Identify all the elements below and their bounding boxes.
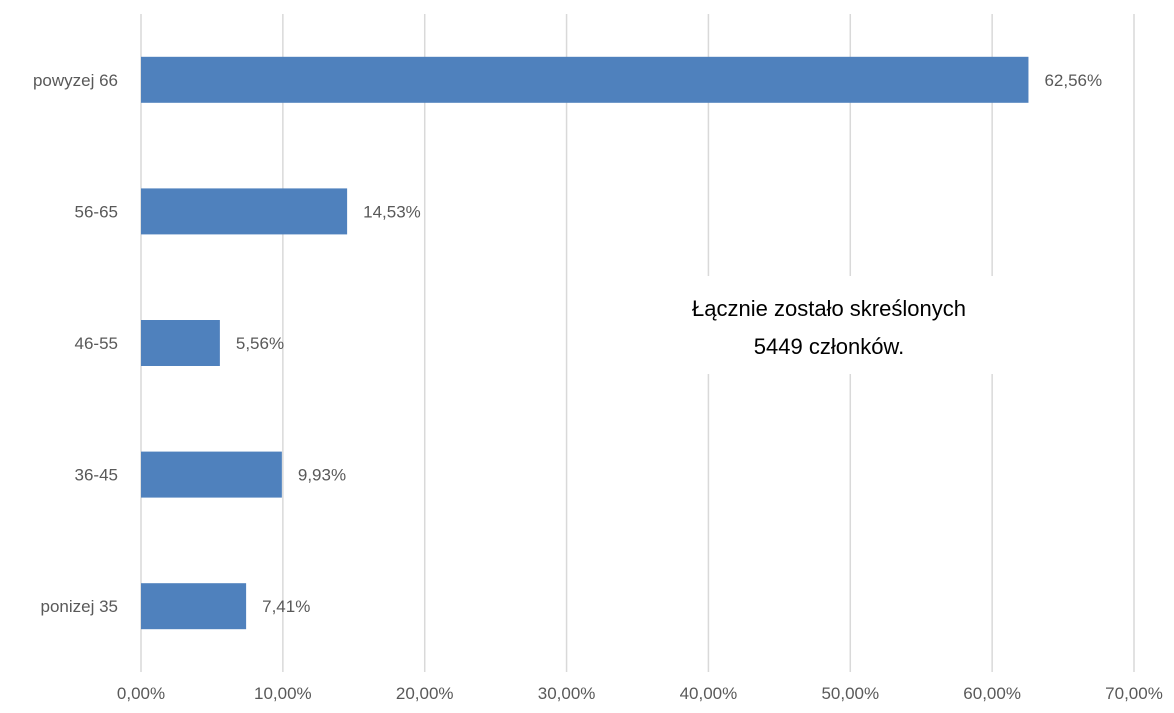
data-labels: 62,56% 14,53% 5,56% 9,93% 7,41%: [236, 71, 1102, 616]
x-tick-label: 60,00%: [963, 684, 1021, 703]
category-label: powyzej 66: [33, 71, 118, 90]
bar: [141, 56, 1029, 103]
category-label: 56-65: [75, 202, 118, 221]
category-label: 46-55: [75, 334, 118, 353]
data-label: 5,56%: [236, 334, 284, 353]
data-label: 62,56%: [1044, 71, 1102, 90]
x-tick-label: 10,00%: [254, 684, 312, 703]
x-axis-tick-labels: 0,00% 10,00% 20,00% 30,00% 40,00% 50,00% 60,00…: [117, 684, 1163, 703]
bars: [141, 56, 1029, 630]
x-tick-label: 0,00%: [117, 684, 165, 703]
annotation: Łącznie zostało skreślonych 5449 członkó…: [656, 276, 1002, 374]
data-label: 9,93%: [298, 466, 346, 485]
annotation-line-2: 5449 członków.: [754, 334, 904, 359]
category-label: ponizej 35: [40, 597, 118, 616]
data-label: 14,53%: [363, 202, 421, 221]
category-label: 36-45: [75, 466, 118, 485]
x-tick-label: 40,00%: [680, 684, 738, 703]
x-tick-label: 20,00%: [396, 684, 454, 703]
data-label: 7,41%: [262, 597, 310, 616]
bar: [141, 320, 220, 366]
category-labels: powyzej 66 56-65 46-55 36-45 ponizej 35: [33, 71, 118, 616]
annotation-line-1: Łącznie zostało skreślonych: [692, 296, 966, 321]
bar: [141, 451, 282, 498]
x-tick-label: 50,00%: [821, 684, 879, 703]
annotation-background: [656, 276, 1002, 374]
x-tick-label: 70,00%: [1105, 684, 1163, 703]
bar: [141, 583, 247, 630]
bar: [141, 188, 348, 235]
x-tick-label: 30,00%: [538, 684, 596, 703]
